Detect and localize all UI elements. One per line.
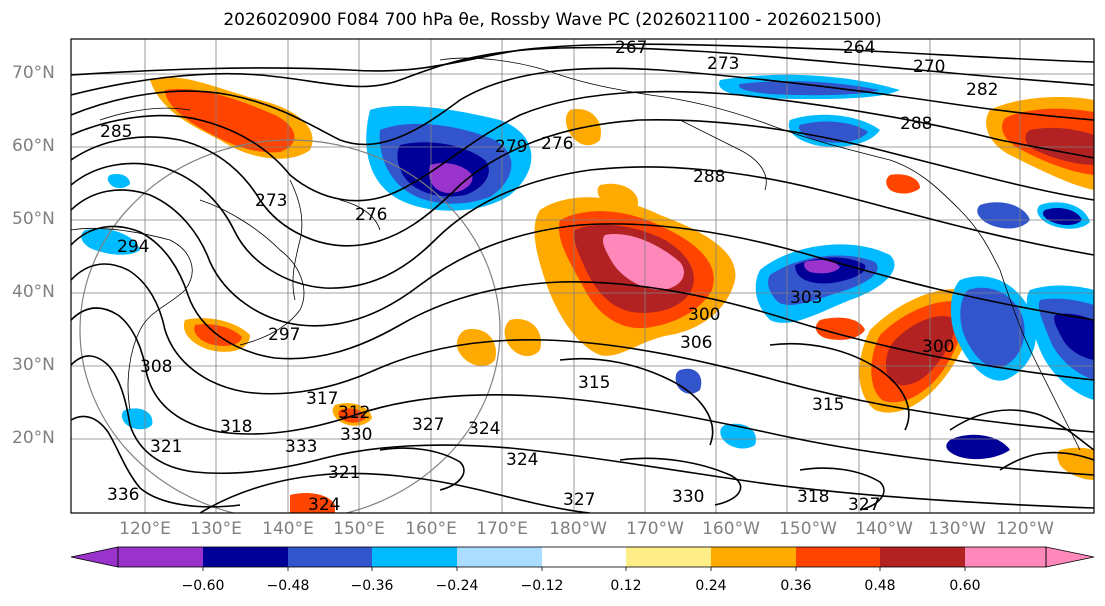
contour-label: 267 xyxy=(615,38,647,58)
contour-label: 324 xyxy=(506,450,538,470)
colorbar-tick-label: −0.12 xyxy=(520,578,564,594)
colorbar-segment xyxy=(711,547,796,567)
lon-label: 140°E xyxy=(262,519,314,539)
contour-label: 315 xyxy=(578,373,610,393)
colorbar-under-arrow xyxy=(70,546,119,568)
contour-labels: 267 264 273 270 282 288 285 279 276 288 … xyxy=(100,38,998,515)
lon-label: 150°E xyxy=(333,519,385,539)
contour-label: 273 xyxy=(707,54,739,74)
colorbar-segment xyxy=(203,547,288,567)
contour-label: 282 xyxy=(966,80,998,100)
contour-label: 303 xyxy=(790,288,822,308)
contour-label: 317 xyxy=(306,389,338,409)
colorbar-tick-label: 0.36 xyxy=(780,578,812,594)
colorbar-tick-label: −0.48 xyxy=(266,578,310,594)
plot-frame xyxy=(70,38,1095,514)
contour-label: 327 xyxy=(563,490,595,510)
colorbar xyxy=(70,546,1095,571)
colorbar-tick-label: −0.36 xyxy=(350,578,394,594)
colorbar-segment xyxy=(372,547,457,567)
contour-label: 321 xyxy=(150,437,182,457)
reference-ring xyxy=(79,139,501,513)
contour-label: 318 xyxy=(797,487,829,507)
lat-label: 40°N xyxy=(12,282,55,302)
coastlines xyxy=(71,57,1081,451)
contour-label: 294 xyxy=(117,237,149,257)
lat-label: 20°N xyxy=(12,428,55,448)
theta-e-contours xyxy=(71,43,1094,513)
lon-label: 140°W xyxy=(855,519,913,539)
colorbar-segment xyxy=(457,547,542,567)
colorbar-segment xyxy=(965,547,1046,567)
contour-label: 276 xyxy=(355,205,387,225)
lon-label: 160°W xyxy=(702,519,760,539)
contour-label: 330 xyxy=(340,425,372,445)
contour-label: 318 xyxy=(220,417,252,437)
contour-label: 312 xyxy=(338,403,370,423)
contour-label: 333 xyxy=(285,437,317,457)
lat-label: 60°N xyxy=(12,136,55,156)
contour-label: 273 xyxy=(255,191,287,211)
colorbar-tick-label: 0.12 xyxy=(610,578,642,594)
contour-label: 279 xyxy=(495,137,527,157)
contour-label: 288 xyxy=(693,167,725,187)
contour-label: 324 xyxy=(308,495,340,515)
lon-label: 160°E xyxy=(405,519,457,539)
colorbar-segment xyxy=(626,547,711,567)
lon-label: 120°W xyxy=(996,519,1054,539)
contour-label: 315 xyxy=(812,395,844,415)
contour-label: 321 xyxy=(328,463,360,483)
colorbar-segment xyxy=(288,547,372,567)
lon-label: 180°W xyxy=(549,519,607,539)
colorbar-segment xyxy=(542,547,626,567)
contour-label: 300 xyxy=(922,337,954,357)
contour-label: 324 xyxy=(468,419,500,439)
contour-label: 330 xyxy=(672,487,704,507)
contour-label: 300 xyxy=(688,305,720,325)
colorbar-segment xyxy=(796,547,880,567)
lon-label: 170°W xyxy=(626,519,684,539)
colorbar-tick-label: 0.48 xyxy=(864,578,896,594)
contour-label: 270 xyxy=(913,57,945,77)
lon-label: 150°W xyxy=(779,519,837,539)
contour-label: 306 xyxy=(680,333,712,353)
contour-label: 285 xyxy=(100,122,132,142)
lon-label: 130°E xyxy=(190,519,242,539)
colorbar-tick-label: −0.60 xyxy=(181,578,225,594)
colorbar-segment xyxy=(880,547,965,567)
colorbar-tick-label: 0.24 xyxy=(695,578,727,594)
map-plot-area: 267 264 273 270 282 288 285 279 276 288 … xyxy=(71,38,1094,515)
contour-label: 327 xyxy=(848,495,880,515)
colorbar-tick-label: 0.60 xyxy=(949,578,981,594)
colorbar-over-arrow xyxy=(1045,546,1095,568)
lon-label: 130°W xyxy=(928,519,986,539)
colorbar-segment xyxy=(118,547,203,567)
contour-label: 288 xyxy=(900,114,932,134)
colorbar-tick-label: −0.24 xyxy=(435,578,479,594)
lon-label: 120°E xyxy=(119,519,171,539)
contour-label: 336 xyxy=(107,485,139,505)
lon-label: 170°E xyxy=(476,519,528,539)
contour-label: 308 xyxy=(140,357,172,377)
contour-label: 297 xyxy=(268,325,300,345)
contour-label: 327 xyxy=(412,415,444,435)
map-title: 2026020900 F084 700 hPa θe, Rossby Wave … xyxy=(223,10,882,30)
contour-label: 264 xyxy=(843,38,875,58)
lat-label: 70°N xyxy=(12,63,55,83)
contour-label: 276 xyxy=(541,134,573,154)
lat-label: 30°N xyxy=(12,355,55,375)
lat-label: 50°N xyxy=(12,209,55,229)
